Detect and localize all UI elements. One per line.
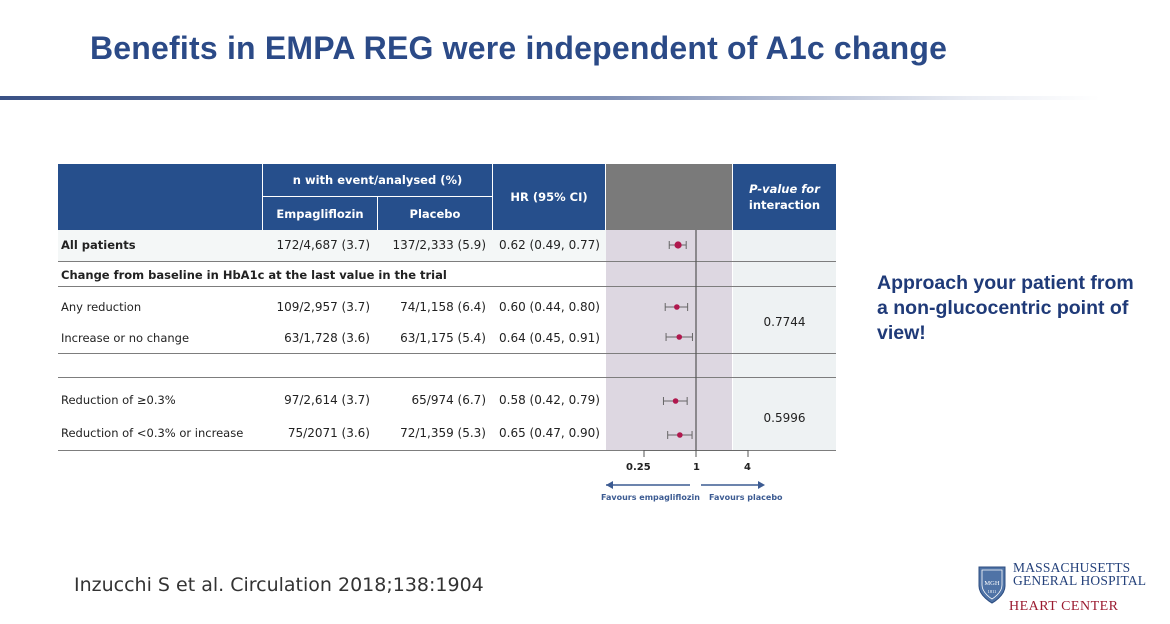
- slide-title: Benefits in EMPA REG were independent of…: [90, 30, 948, 66]
- title-divider: [0, 96, 1100, 100]
- header-group-label: n with event/analysed (%): [292, 173, 463, 187]
- shield-text: MGH: [984, 580, 999, 587]
- axis-tick-0-25: 0.25: [626, 462, 651, 473]
- cell-placebo-any-reduction: 74/1,158 (6.4): [400, 300, 486, 314]
- cell-placebo-increase: 63/1,175 (5.4): [400, 331, 486, 345]
- citation: Inzucchi S et al. Circulation 2018;138:1…: [74, 574, 484, 596]
- header-divider: [262, 196, 492, 197]
- header-plot-bg: [606, 164, 732, 230]
- row-label-reduction-ge-0-3: Reduction of ≥0.3%: [61, 393, 176, 407]
- favours-placebo-label: Favours placebo: [709, 493, 783, 502]
- plot-area-shade: [606, 230, 732, 450]
- logo-line-1: MASSACHUSETTS: [1013, 560, 1131, 575]
- hr-point: [674, 304, 680, 310]
- cell-hr-ge-0-3: 0.58 (0.42, 0.79): [499, 393, 600, 407]
- header-divider: [377, 197, 378, 230]
- header-divider: [262, 164, 263, 230]
- header-empagliflozin: Empagliflozin: [276, 206, 364, 221]
- cell-placebo-all: 137/2,333 (5.9): [392, 238, 486, 252]
- header-placebo: Placebo: [409, 206, 461, 221]
- row-divider: [58, 377, 836, 378]
- cell-empa-lt-0-3: 75/2071 (3.6): [287, 426, 370, 440]
- row-divider: [58, 286, 836, 287]
- row-label-reduction-lt-0-3: Reduction of <0.3% or increase: [61, 426, 244, 440]
- row-divider: [58, 261, 836, 262]
- row-label-any-reduction: Any reduction: [61, 300, 142, 314]
- header-p-value: P-value for interaction: [733, 164, 836, 230]
- cell-empa-any-reduction: 109/2,957 (3.7): [276, 300, 370, 314]
- row-label-increase: Increase or no change: [61, 331, 190, 345]
- header-hr: HR (95% CI): [510, 190, 588, 204]
- cell-empa-ge-0-3: 97/2,614 (3.7): [284, 393, 370, 407]
- row-divider: [58, 353, 836, 354]
- cell-empa-all: 172/4,687 (3.7): [276, 238, 370, 252]
- hr-point: [676, 334, 683, 340]
- favours-empagliflozin-label: Favours empagliflozin: [601, 493, 700, 502]
- section-label: Change from baseline in HbA1c at the las…: [61, 268, 447, 282]
- axis-tick-4: 4: [744, 462, 751, 473]
- favours-right-arrowhead: [758, 481, 765, 489]
- shield-year: 1811: [988, 589, 997, 594]
- cell-hr-increase: 0.64 (0.45, 0.91): [499, 331, 600, 345]
- hr-point: [674, 241, 682, 249]
- favours-left-arrowhead: [606, 481, 613, 489]
- header-p-line2: interaction: [748, 198, 821, 212]
- row-divider: [58, 450, 836, 451]
- data-row-shade: [58, 230, 606, 261]
- header-divider: [492, 164, 493, 230]
- side-note: Approach your patient from a non-glucoce…: [877, 272, 1134, 344]
- cell-hr-any-reduction: 0.60 (0.44, 0.80): [499, 300, 600, 314]
- header-p-line1: P-value for: [749, 182, 820, 196]
- p-value-reduction: 0.7744: [763, 315, 806, 329]
- pvalue-area-shade: [733, 230, 836, 450]
- p-value-threshold: 0.5996: [763, 411, 806, 425]
- header-bg-right: [733, 164, 836, 230]
- header-bg-left: [58, 164, 605, 230]
- logo-line-2: GENERAL HOSPITAL: [1013, 573, 1147, 588]
- forest-axis: [606, 450, 765, 489]
- cell-empa-increase: 63/1,728 (3.6): [284, 331, 370, 345]
- hr-point: [672, 398, 679, 404]
- forest-plot-table: n with event/analysed (%) Empagliflozin …: [58, 164, 836, 514]
- hr-point: [677, 432, 683, 438]
- cell-hr-lt-0-3: 0.65 (0.47, 0.90): [499, 426, 600, 440]
- heart-center-label: HEART CENTER: [1009, 599, 1119, 614]
- axis-tick-1: 1: [693, 462, 700, 473]
- cell-placebo-ge-0-3: 65/974 (6.7): [411, 393, 486, 407]
- logo-text: MASSACHUSETTS GENERAL HOSPITAL: [1013, 560, 1147, 588]
- mgh-logo: MGH 1811 MASSACHUSETTS GENERAL HOSPITAL …: [978, 559, 1148, 619]
- mgh-shield-icon: MGH 1811: [978, 566, 1006, 604]
- row-label-all: All patients: [61, 238, 136, 252]
- forest-plot: [662, 230, 697, 450]
- cell-hr-all: 0.62 (0.49, 0.77): [499, 238, 600, 252]
- cell-placebo-lt-0-3: 72/1,359 (5.3): [400, 426, 486, 440]
